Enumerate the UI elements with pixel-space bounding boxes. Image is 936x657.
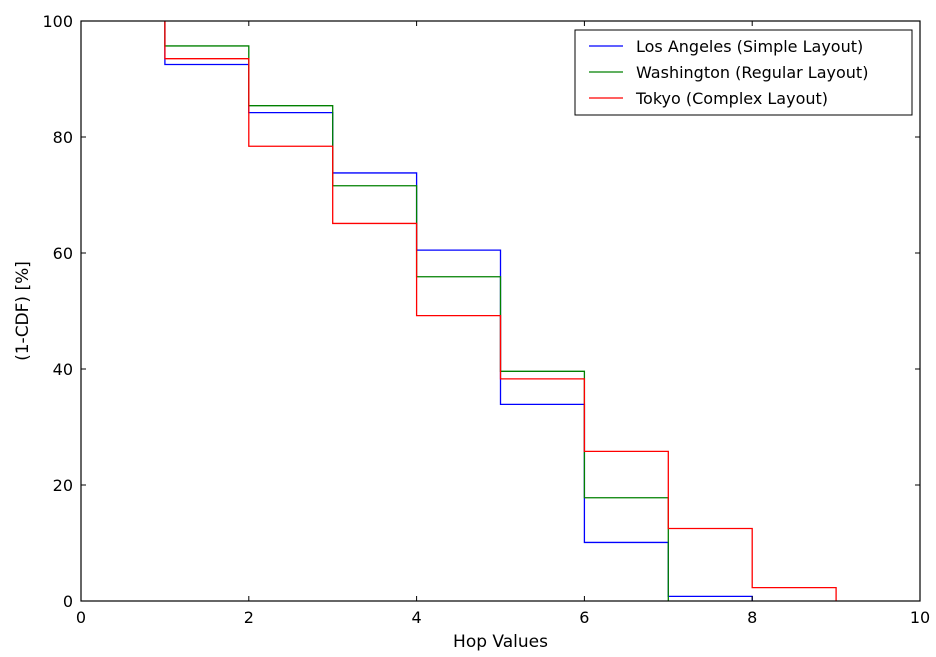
series-layer: [164, 21, 837, 601]
y-tick-label: 100: [42, 12, 73, 31]
legend: Los Angeles (Simple Layout) Washington (R…: [574, 29, 913, 116]
y-tick-label: 0: [63, 592, 73, 611]
x-tick-label: 10: [910, 608, 930, 627]
y-tick-label: 40: [53, 360, 73, 379]
x-tick-label: 0: [76, 608, 86, 627]
legend-box: [574, 29, 913, 116]
x-axis-label: Hop Values: [453, 632, 548, 652]
y-tick-label: 60: [53, 244, 73, 263]
x-tick-label: 4: [412, 608, 422, 627]
x-tick-label: 8: [747, 608, 757, 627]
y-tick-label: 80: [53, 128, 73, 147]
y-tick-label: 20: [53, 476, 73, 495]
x-tick-label: 6: [579, 608, 589, 627]
legend-label-3: Tokyo (Complex Layout): [635, 89, 828, 108]
plot-frame: [80, 20, 921, 602]
legend-label-2: Washington (Regular Layout): [636, 63, 868, 82]
x-tick-label: 2: [244, 608, 254, 627]
y-axis-label: (1-CDF) [%]: [13, 261, 33, 361]
legend-label-1: Los Angeles (Simple Layout): [636, 37, 863, 56]
series-line-3: [164, 21, 837, 601]
